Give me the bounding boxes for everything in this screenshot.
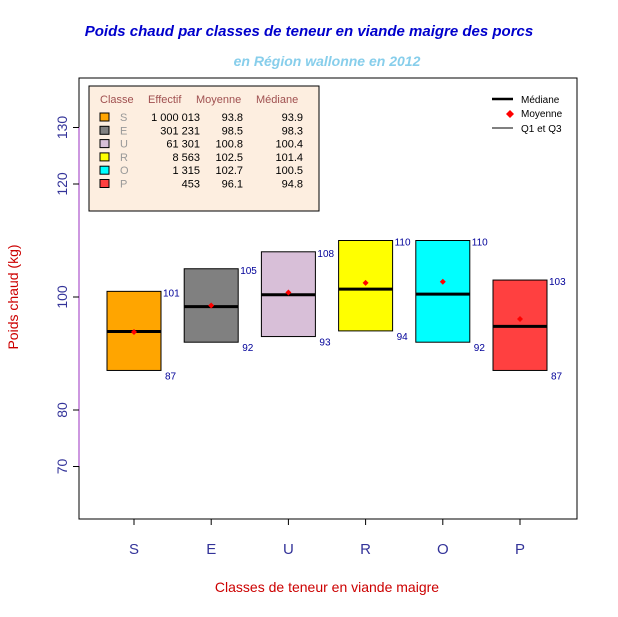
legend-label-quartile: Q1 et Q3 [521, 124, 562, 135]
table-cell: 61 301 [166, 139, 200, 151]
table-cell: 100.4 [275, 139, 303, 151]
q1-label: 93 [319, 338, 331, 349]
mean-marker [131, 329, 137, 336]
table-swatch [99, 112, 110, 122]
table-cell: P [120, 179, 127, 191]
table-header: Médiane [256, 94, 298, 106]
table-cell: 102.5 [215, 152, 243, 164]
table-cell: O [120, 165, 129, 177]
y-axis-label: Poids chaud (kg) [5, 244, 21, 349]
mean-marker [208, 302, 215, 309]
mean-marker [517, 316, 523, 323]
table-cell: 93.8 [222, 112, 243, 124]
table-cell: E [120, 125, 127, 137]
legend-label-median: Médiane [521, 95, 560, 106]
table-cell: 94.8 [282, 179, 303, 191]
table-swatch [99, 152, 110, 162]
y-tick-label: 80 [54, 402, 70, 418]
y-tick-label: 130 [54, 116, 70, 140]
q3-label: 101 [163, 288, 180, 299]
table-swatch [99, 179, 110, 188]
y-tick-label: 120 [54, 172, 70, 196]
x-tick-label: E [206, 541, 216, 558]
table-cell: 98.5 [222, 125, 243, 137]
legend-label-mean: Moyenne [521, 109, 563, 120]
table-cell: 98.3 [282, 125, 303, 137]
table-cell: 1 000 013 [151, 112, 200, 124]
q3-label: 110 [472, 238, 488, 249]
table-cell: 100.8 [215, 139, 243, 151]
legend: Médiane Moyenne Q1 et Q3 [492, 95, 563, 135]
x-tick-label: U [283, 541, 294, 558]
table-cell: 1 315 [172, 165, 200, 177]
table-header: Effectif [148, 94, 182, 106]
y-tick-label: 70 [54, 459, 70, 475]
table-swatch [99, 139, 110, 149]
table-cell: 93.9 [282, 112, 303, 124]
q3-label: 110 [395, 238, 411, 249]
box-O [415, 240, 471, 343]
mean-marker [285, 289, 292, 296]
q3-label: 103 [549, 277, 566, 288]
mean-marker [362, 279, 369, 286]
table-cell: 100.5 [275, 165, 303, 177]
x-tick-label: R [360, 541, 371, 558]
table-header: Classe [100, 94, 134, 106]
q3-label: 108 [317, 249, 334, 260]
q1-label: 87 [165, 371, 177, 382]
table-cell: S [120, 112, 127, 124]
q1-label: 94 [397, 332, 409, 343]
table-cell: 453 [182, 179, 200, 191]
x-axis-label: Classes de teneur en viande maigre [215, 579, 439, 595]
table-swatch [99, 165, 110, 175]
table-cell: U [120, 139, 128, 151]
x-tick-label: S [129, 541, 139, 558]
mean-marker [439, 278, 446, 285]
table-cell: R [120, 152, 128, 164]
table-cell: 101.4 [275, 152, 303, 164]
stats-table: Classe Effectif Moyenne Médiane S 1 000 013 93… [88, 85, 320, 212]
table-cell: 96.1 [222, 179, 243, 191]
q1-label: 92 [242, 343, 254, 354]
x-tick-label: P [515, 541, 525, 558]
table-cell: 8 563 [172, 152, 200, 164]
table-header: Moyenne [196, 94, 241, 106]
y-tick-label: 100 [54, 285, 70, 309]
legend-mean-marker [506, 110, 514, 118]
table-swatch [99, 125, 110, 135]
table-cell: 102.7 [215, 165, 243, 177]
chart-title: Poids chaud par classes de teneur en via… [85, 23, 534, 40]
x-tick-label: O [437, 541, 449, 558]
q3-label: 105 [240, 266, 257, 277]
q1-label: 87 [551, 371, 563, 382]
table-cell: 301 231 [160, 125, 200, 137]
q1-label: 92 [474, 343, 486, 354]
chart-subtitle: en Région wallonne en 2012 [234, 53, 421, 69]
